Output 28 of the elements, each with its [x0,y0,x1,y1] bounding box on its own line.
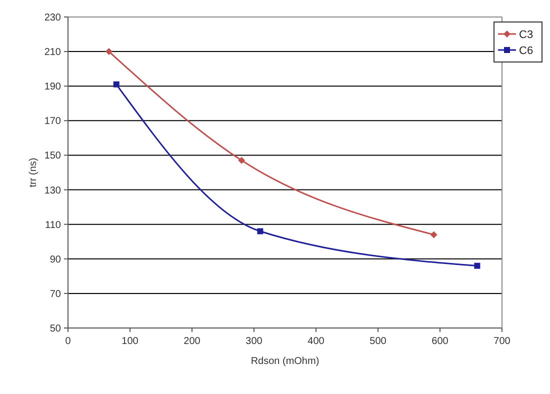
point [238,156,246,164]
x-tick-label: 200 [184,336,201,347]
x-tick-label: 400 [308,336,325,347]
y-tick-label: 230 [44,12,62,24]
y-tick-label: 210 [44,47,62,58]
y-tick-label: 170 [44,116,62,128]
point [430,231,438,238]
y-tick-label: 190 [44,82,62,93]
y-tick-label: 130 [44,185,62,196]
point [113,81,120,88]
x-axis-title: Rdson (mOhm) [250,356,320,367]
x-tick-label: 0 [65,336,72,347]
x-tick-label: 100 [122,336,139,347]
y-tick-label: 150 [44,150,62,162]
legend-label: C3 [519,28,534,41]
y-tick-label: 50 [50,324,62,334]
legend-label: C6 [519,44,534,57]
y-tick-label: 70 [50,288,62,300]
x-tick-label: 600 [432,336,449,347]
x-tick-label: 500 [370,336,387,347]
point [105,48,112,56]
x-tick-label: 300 [246,336,263,347]
point [257,228,264,234]
y-tick-label: 90 [50,254,62,266]
y-axis-title: trr (ns) [28,158,39,188]
x-tick-label: 700 [494,336,511,347]
point [474,262,480,269]
y-tick-label: 110 [45,220,62,231]
